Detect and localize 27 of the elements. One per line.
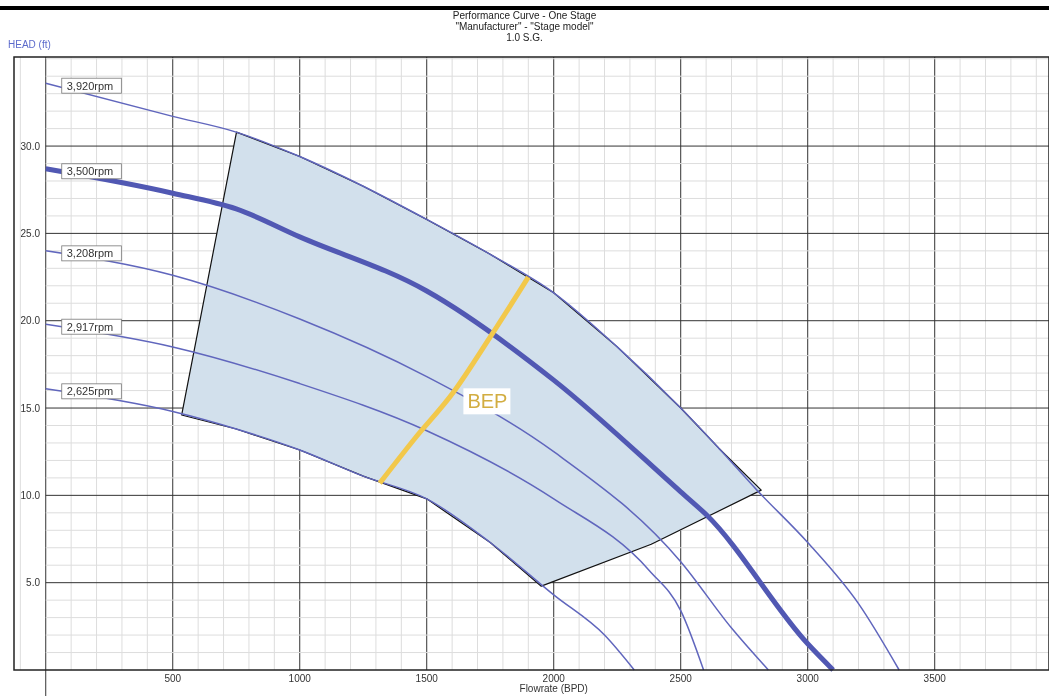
series-label: BEP (467, 390, 508, 413)
y-axis-title: HEAD (ft) (8, 39, 51, 50)
x-tick-label: 2500 (669, 673, 693, 684)
x-tick-label: 3500 (923, 673, 947, 684)
series-label: 2,917rpm (66, 320, 114, 333)
x-tick-label: 3000 (796, 673, 820, 684)
series-label: 3,208rpm (66, 247, 114, 260)
chart-subtitle: "Manufacturer" - "Stage model" 1.0 S.G. (455, 21, 595, 43)
line-series (45, 82, 900, 671)
y-tick-label: 10.0 (20, 489, 41, 501)
line-series (45, 250, 770, 671)
x-tick-label: 500 (164, 673, 182, 684)
x-tick-label: 1500 (415, 673, 439, 684)
x-tick-label: 2000 (542, 673, 566, 684)
chart-title: Performance Curve - One Stage (452, 10, 597, 21)
x-tick-label: 1000 (288, 673, 312, 684)
series-label: 3,500rpm (66, 165, 114, 178)
y-tick-label: 30.0 (20, 140, 41, 152)
y-tick-label: 15.0 (20, 402, 41, 414)
y-tick-label: 25.0 (20, 227, 41, 239)
line-series (45, 323, 705, 671)
line-series (45, 388, 635, 671)
y-tick-label: 5.0 (26, 577, 41, 589)
series-label: 3,920rpm (66, 79, 114, 92)
x-axis-title: Flowrate (BPD) (519, 683, 588, 694)
series-label: 2,625rpm (66, 385, 114, 398)
y-tick-label: 20.0 (20, 315, 41, 327)
